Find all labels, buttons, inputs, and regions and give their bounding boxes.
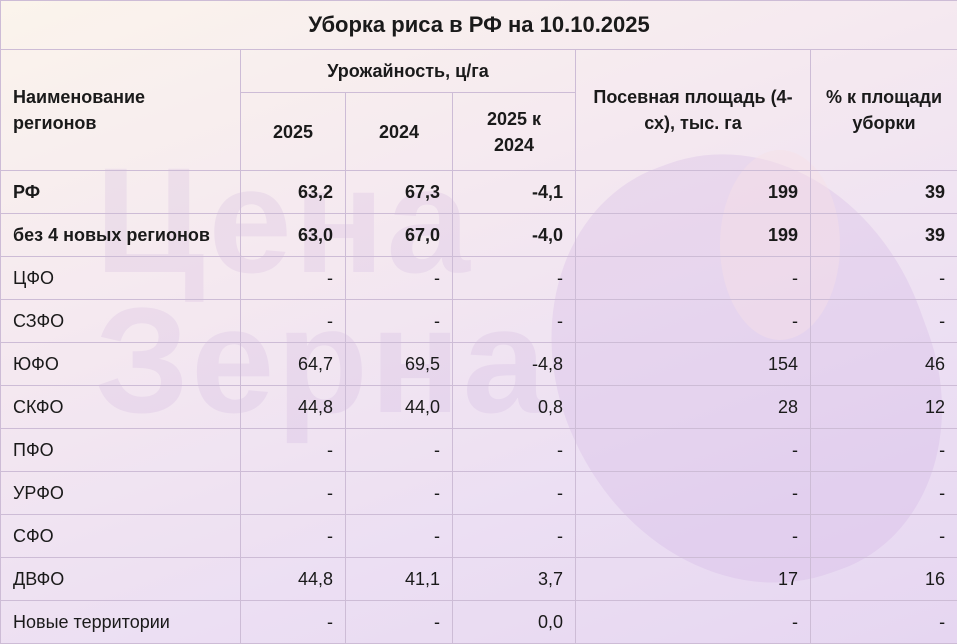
pct-cell: - [811,257,957,300]
diff-cell: -4,8 [453,343,576,386]
header-area: Посевная площадь (4-сх), тыс. га [576,50,811,171]
pct-cell: - [811,300,957,343]
table-title: Уборка риса в РФ на 10.10.2025 [1,1,957,50]
area-cell: 199 [576,171,811,214]
region-cell: ЮФО [1,343,241,386]
area-cell: - [576,515,811,558]
pct-cell: - [811,601,957,644]
diff-cell: -4,0 [453,214,576,257]
region-cell: РФ [1,171,241,214]
area-cell: 199 [576,214,811,257]
diff-cell: - [453,429,576,472]
area-cell: - [576,601,811,644]
header-yield: Урожайность, ц/га [241,50,576,93]
area-cell: - [576,472,811,515]
region-cell: СЗФО [1,300,241,343]
region-cell: Новые территории [1,601,241,644]
diff-cell: 3,7 [453,558,576,601]
region-cell: без 4 новых регионов [1,214,241,257]
pct-cell: - [811,515,957,558]
area-cell: 28 [576,386,811,429]
yield-2025-cell: - [241,601,346,644]
pct-cell: 39 [811,214,957,257]
yield-2024-cell: 69,5 [346,343,453,386]
yield-2025-cell: 63,0 [241,214,346,257]
table-row: СФО----- [1,515,957,558]
header-region: Наименование регионов [1,50,241,171]
yield-2025-cell: - [241,472,346,515]
diff-cell: - [453,515,576,558]
yield-2024-cell: - [346,472,453,515]
area-cell: - [576,257,811,300]
yield-2024-cell: 41,1 [346,558,453,601]
region-cell: СКФО [1,386,241,429]
table-row: ПФО----- [1,429,957,472]
yield-2025-cell: 44,8 [241,386,346,429]
header-pct: % к площади уборки [811,50,957,171]
diff-cell: 0,0 [453,601,576,644]
yield-2025-cell: - [241,300,346,343]
yield-2024-cell: - [346,257,453,300]
yield-2024-cell: - [346,601,453,644]
yield-2024-cell: - [346,515,453,558]
table-row: СЗФО----- [1,300,957,343]
header-2024: 2024 [346,93,453,171]
pct-cell: - [811,429,957,472]
diff-cell: - [453,257,576,300]
area-cell: 154 [576,343,811,386]
pct-cell: 46 [811,343,957,386]
pct-cell: - [811,472,957,515]
pct-cell: 12 [811,386,957,429]
yield-2025-cell: - [241,429,346,472]
yield-2025-cell: - [241,257,346,300]
yield-2024-cell: - [346,429,453,472]
diff-cell: -4,1 [453,171,576,214]
region-cell: ПФО [1,429,241,472]
yield-2025-cell: 64,7 [241,343,346,386]
area-cell: 17 [576,558,811,601]
yield-2025-cell: 63,2 [241,171,346,214]
header-diff: 2025 к 2024 [453,93,576,171]
region-cell: ДВФО [1,558,241,601]
yield-2025-cell: 44,8 [241,558,346,601]
pct-cell: 39 [811,171,957,214]
table-row: Новые территории--0,0-- [1,601,957,644]
yield-2025-cell: - [241,515,346,558]
area-cell: - [576,429,811,472]
region-cell: УРФО [1,472,241,515]
diff-cell: - [453,472,576,515]
yield-2024-cell: 67,0 [346,214,453,257]
yield-2024-cell: - [346,300,453,343]
yield-2024-cell: 67,3 [346,171,453,214]
table-row: ЦФО----- [1,257,957,300]
region-cell: СФО [1,515,241,558]
area-cell: - [576,300,811,343]
table-row: УРФО----- [1,472,957,515]
diff-cell: - [453,300,576,343]
region-cell: ЦФО [1,257,241,300]
pct-cell: 16 [811,558,957,601]
header-2025: 2025 [241,93,346,171]
diff-cell: 0,8 [453,386,576,429]
yield-2024-cell: 44,0 [346,386,453,429]
